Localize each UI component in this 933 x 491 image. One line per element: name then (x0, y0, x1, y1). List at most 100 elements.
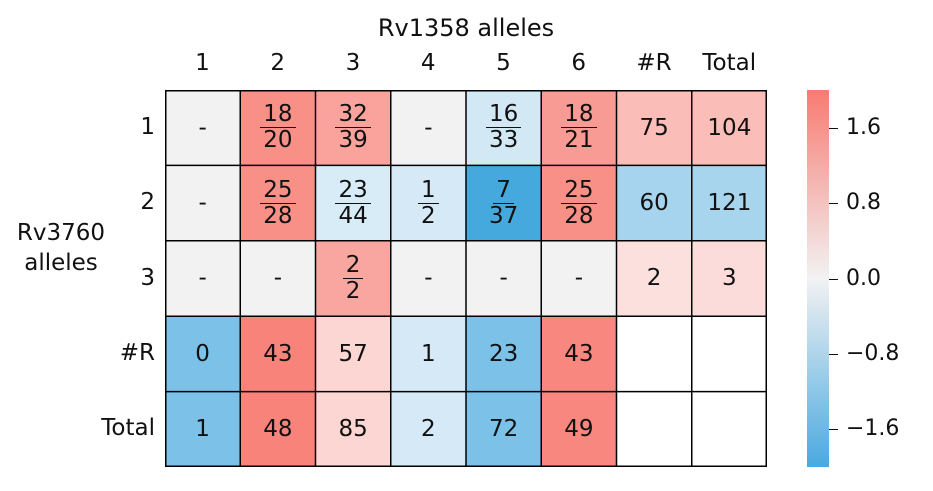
row-header: 2 (140, 189, 155, 216)
heatmap-cell: 60 (616, 165, 692, 241)
heatmap-cell: 18 21 (541, 90, 617, 166)
heatmap-cell: 25 28 (541, 165, 617, 241)
cell-value: 1 (421, 340, 436, 367)
fraction-numerator: 7 (493, 177, 514, 204)
heatmap-cell (616, 391, 692, 467)
y-axis-label: Rv3760 alleles (16, 220, 106, 276)
fraction-denominator: 37 (488, 202, 519, 229)
heatmap-cell: - (390, 90, 466, 166)
fraction-denominator: 33 (488, 127, 519, 154)
cell-value: 48 (263, 416, 293, 443)
cell-fraction: 25 28 (260, 177, 296, 229)
heatmap-cell: 1 (165, 391, 241, 467)
colorbar-tick-label: 0.8 (846, 190, 881, 216)
colorbar-tick (829, 203, 838, 205)
heatmap-cell: 2 (616, 240, 692, 317)
colorbar-tick-label: −0.8 (846, 340, 900, 366)
column-header: 2 (270, 50, 286, 76)
heatmap-cell: 2 (390, 391, 466, 467)
cell-value: 57 (338, 340, 368, 367)
heatmap-cell: - (390, 240, 466, 317)
cell-value: - (198, 114, 207, 141)
fraction-numerator: 18 (561, 102, 597, 129)
colorbar-gradient (807, 90, 829, 467)
row-header: 1 (140, 113, 155, 140)
cell-value: 23 (488, 340, 519, 367)
heatmap-cell: - (165, 165, 241, 241)
column-header: 6 (571, 50, 587, 76)
heatmap-cell: 104 (691, 90, 767, 166)
fraction-numerator: 1 (418, 177, 439, 204)
cell-fraction: 16 33 (485, 102, 522, 154)
cell-fraction: 32 39 (335, 102, 371, 153)
column-header: #R (636, 50, 672, 76)
column-header: 4 (420, 50, 436, 76)
row-header: 3 (140, 264, 155, 291)
cell-value: - (273, 265, 283, 292)
cell-value: 1 (195, 416, 210, 443)
cell-value: 104 (707, 114, 752, 141)
cell-value: - (574, 265, 584, 292)
colorbar-tick-label: 1.6 (846, 114, 881, 140)
fraction-numerator: 23 (335, 177, 371, 204)
heatmap-cell: - (466, 240, 542, 317)
heatmap-cell: 25 28 (240, 165, 316, 241)
heatmap-cell: 3 (691, 240, 767, 317)
cell-value: - (424, 114, 433, 141)
heatmap-cell: - (240, 240, 316, 317)
cell-value: 43 (263, 340, 293, 367)
heatmap-cell: 0 (165, 316, 241, 392)
cell-value: - (198, 265, 207, 292)
heatmap-cell: 43 (240, 316, 316, 392)
fraction-denominator: 2 (345, 277, 361, 304)
fraction-numerator: 32 (335, 102, 371, 129)
column-header: 5 (496, 50, 511, 76)
fraction-denominator: 20 (263, 127, 293, 154)
fraction-denominator: 2 (421, 202, 436, 229)
heatmap-cell: 1 (390, 316, 466, 392)
cell-value: 2 (646, 265, 662, 292)
cell-value: 121 (707, 190, 752, 217)
fraction-denominator: 28 (564, 202, 594, 229)
cell-value: 85 (338, 416, 368, 443)
cell-value: 49 (564, 416, 594, 443)
column-header: 1 (195, 50, 210, 76)
heatmap-cell: 121 (691, 165, 767, 241)
fraction-numerator: 2 (342, 252, 364, 279)
heatmap-cell: 32 39 (315, 90, 391, 166)
heatmap-cell: - (541, 240, 617, 317)
heatmap-grid: -18 20 32 39-16 33 18 21 75 104-25 28 23 44 1 2 7 37 25 2… (165, 90, 767, 467)
grid-lines (165, 90, 767, 467)
heatmap-cell (691, 316, 767, 392)
fraction-numerator: 25 (260, 177, 296, 204)
column-header: 3 (345, 50, 361, 76)
colorbar-tick (829, 353, 838, 355)
fraction-denominator: 44 (338, 202, 368, 229)
cell-value: 3 (722, 265, 737, 292)
cell-value: 60 (639, 190, 669, 217)
heatmap-cell: - (165, 240, 241, 317)
cell-fraction: 18 21 (561, 102, 597, 154)
cell-value: - (424, 265, 433, 292)
colorbar (807, 90, 829, 467)
heatmap-cell: 48 (240, 391, 316, 467)
fraction-denominator: 21 (564, 127, 594, 154)
heatmap-cell: 49 (541, 391, 617, 467)
heatmap-cell: 85 (315, 391, 391, 467)
column-header: Total (702, 50, 757, 76)
heatmap-cell: 75 (616, 90, 692, 166)
fraction-numerator: 18 (260, 102, 296, 129)
heatmap-cell: 57 (315, 316, 391, 392)
heatmap-cell: 23 44 (315, 165, 391, 241)
heatmap-cell (691, 391, 767, 467)
cell-value: 72 (488, 416, 519, 443)
chart-title: Rv1358 alleles (377, 14, 555, 42)
colorbar-tick-label: −1.6 (846, 416, 900, 442)
colorbar-tick (829, 278, 838, 280)
heatmap-cell: 72 (466, 391, 542, 467)
cell-value: 75 (639, 114, 669, 141)
